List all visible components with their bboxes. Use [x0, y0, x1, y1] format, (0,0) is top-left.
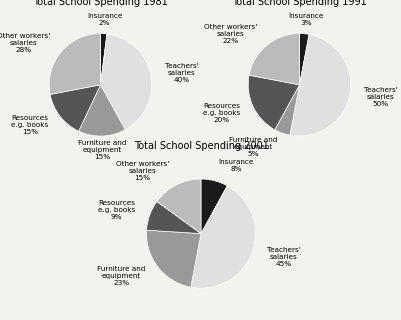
- Title: Total School Spending 2001: Total School Spending 2001: [133, 141, 268, 151]
- Text: Resources
e.g. books
15%: Resources e.g. books 15%: [11, 115, 49, 135]
- Text: Insurance
3%: Insurance 3%: [287, 13, 322, 26]
- Wedge shape: [100, 34, 152, 130]
- Text: Other workers'
salaries
28%: Other workers' salaries 28%: [0, 33, 50, 53]
- Wedge shape: [146, 202, 200, 234]
- Wedge shape: [190, 186, 255, 288]
- Text: Other workers'
salaries
22%: Other workers' salaries 22%: [204, 24, 257, 44]
- Wedge shape: [247, 75, 299, 130]
- Text: Resources
e.g. books
20%: Resources e.g. books 20%: [203, 103, 239, 123]
- Wedge shape: [49, 34, 100, 94]
- Text: Furniture and
equipment
5%: Furniture and equipment 5%: [228, 137, 277, 156]
- Text: Insurance
2%: Insurance 2%: [87, 13, 122, 26]
- Wedge shape: [249, 34, 299, 85]
- Wedge shape: [200, 179, 227, 234]
- Text: Furniture and
equipment
15%: Furniture and equipment 15%: [78, 140, 126, 160]
- Title: Total School Spending 1991: Total School Spending 1991: [231, 0, 366, 7]
- Wedge shape: [100, 34, 107, 85]
- Wedge shape: [146, 230, 200, 287]
- Text: Resources
e.g. books
9%: Resources e.g. books 9%: [98, 200, 135, 220]
- Text: Insurance
8%: Insurance 8%: [218, 159, 253, 172]
- Text: Teachers'
salaries
45%: Teachers' salaries 45%: [266, 247, 300, 267]
- Text: Other workers'
salaries
15%: Other workers' salaries 15%: [115, 161, 169, 181]
- Wedge shape: [274, 85, 299, 135]
- Text: Teachers'
salaries
40%: Teachers' salaries 40%: [164, 62, 198, 83]
- Wedge shape: [289, 35, 350, 136]
- Wedge shape: [50, 85, 100, 131]
- Wedge shape: [299, 34, 308, 85]
- Title: Total School Spending 1981: Total School Spending 1981: [33, 0, 168, 7]
- Text: Teachers'
salaries
50%: Teachers' salaries 50%: [363, 87, 397, 107]
- Text: Furniture and
equipment
23%: Furniture and equipment 23%: [97, 266, 146, 286]
- Wedge shape: [79, 85, 125, 136]
- Wedge shape: [156, 179, 200, 234]
